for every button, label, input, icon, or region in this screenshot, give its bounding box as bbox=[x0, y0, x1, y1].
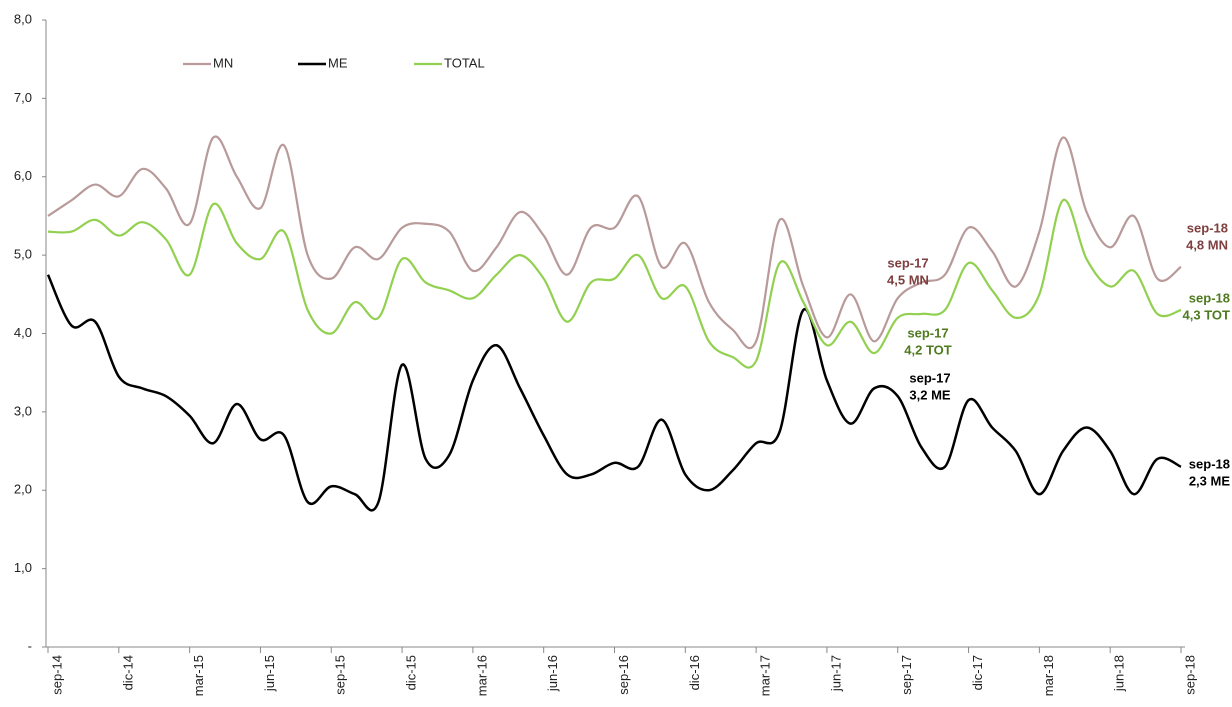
y-tick-label: - bbox=[28, 638, 32, 653]
annotation: sep-17 bbox=[909, 370, 950, 385]
y-tick-label: 6,0 bbox=[14, 168, 32, 183]
y-tick-label: 2,0 bbox=[14, 482, 32, 497]
y-tick-label: 3,0 bbox=[14, 403, 32, 418]
annotation: sep-17 bbox=[887, 255, 928, 270]
y-tick-label: 4,0 bbox=[14, 325, 32, 340]
x-tick-label: dic-16 bbox=[687, 655, 702, 690]
x-tick-label: dic-17 bbox=[970, 655, 985, 690]
x-tick-label: jun-15 bbox=[262, 655, 277, 692]
annotation: 4,2 TOT bbox=[904, 342, 952, 357]
annotation: 4,5 MN bbox=[887, 272, 929, 287]
legend-label: TOTAL bbox=[444, 55, 485, 70]
y-tick-label: 8,0 bbox=[14, 11, 32, 26]
x-tick-label: dic-14 bbox=[120, 655, 135, 690]
legend-label: ME bbox=[328, 55, 348, 70]
y-tick-label: 1,0 bbox=[14, 560, 32, 575]
series-line bbox=[47, 135, 1182, 350]
annotation: sep-18 bbox=[1189, 456, 1230, 471]
x-tick-label: sep-16 bbox=[616, 655, 631, 695]
annotation: sep-18 bbox=[1189, 290, 1230, 305]
x-tick-label: mar-16 bbox=[474, 655, 489, 696]
x-tick-label: jun-17 bbox=[828, 655, 843, 692]
annotation: 4,8 MN bbox=[1186, 237, 1228, 252]
y-tick-label: 7,0 bbox=[14, 90, 32, 105]
series-line bbox=[46, 274, 1182, 512]
x-tick-label: sep-17 bbox=[899, 655, 914, 695]
x-tick-label: jun-18 bbox=[1112, 655, 1127, 692]
x-tick-label: mar-17 bbox=[758, 655, 773, 696]
annotation: 3,2 ME bbox=[909, 387, 951, 402]
x-tick-label: dic-15 bbox=[404, 655, 419, 690]
x-tick-label: jun-16 bbox=[545, 655, 560, 692]
annotation: 4,3 TOT bbox=[1183, 307, 1231, 322]
x-tick-label: sep-18 bbox=[1182, 655, 1197, 695]
x-tick-label: mar-15 bbox=[191, 655, 206, 696]
annotation: sep-18 bbox=[1187, 220, 1228, 235]
x-tick-label: sep-14 bbox=[49, 655, 64, 695]
annotation: sep-17 bbox=[907, 325, 948, 340]
legend-label: MN bbox=[213, 55, 233, 70]
x-tick-label: mar-18 bbox=[1041, 655, 1056, 696]
y-tick-label: 5,0 bbox=[14, 247, 32, 262]
annotation: 2,3 ME bbox=[1189, 473, 1231, 488]
x-tick-label: sep-15 bbox=[333, 655, 348, 695]
series-line bbox=[47, 199, 1182, 369]
